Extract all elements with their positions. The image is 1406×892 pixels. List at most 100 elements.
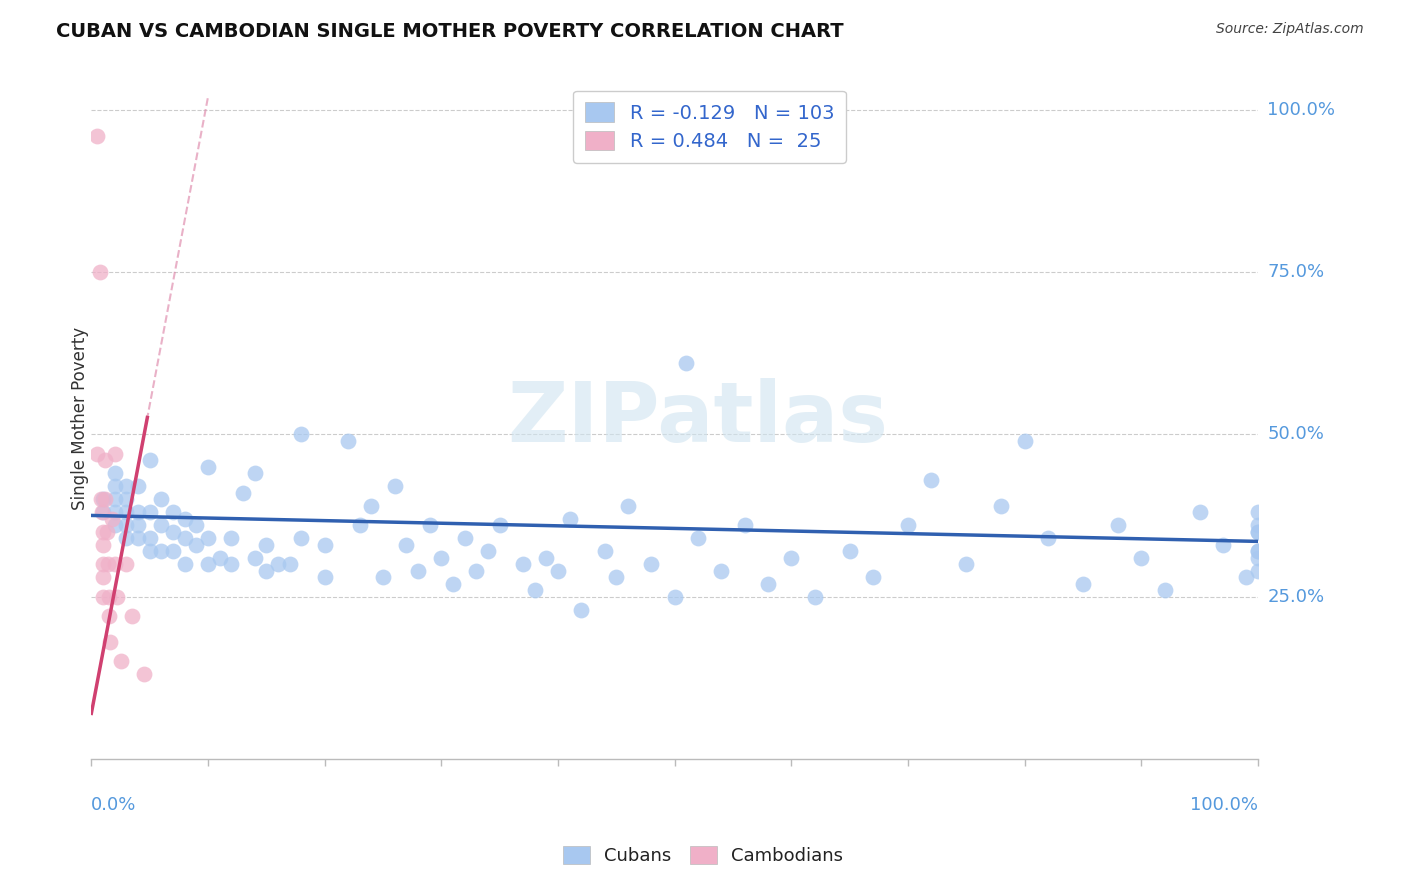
Point bbox=[1247, 544, 1270, 558]
Point bbox=[406, 564, 429, 578]
Point bbox=[803, 590, 825, 604]
Point bbox=[686, 531, 709, 545]
Point bbox=[105, 590, 128, 604]
Point bbox=[290, 531, 312, 545]
Point bbox=[115, 505, 138, 519]
Point bbox=[97, 590, 120, 604]
Point bbox=[254, 538, 277, 552]
Point bbox=[780, 550, 803, 565]
Point bbox=[94, 492, 117, 507]
Point bbox=[756, 576, 779, 591]
Point bbox=[197, 531, 219, 545]
Point bbox=[101, 511, 124, 525]
Point bbox=[1247, 550, 1270, 565]
Point bbox=[104, 492, 127, 507]
Point bbox=[1130, 550, 1153, 565]
Point bbox=[150, 544, 173, 558]
Point bbox=[150, 518, 173, 533]
Point bbox=[290, 427, 312, 442]
Point bbox=[127, 479, 149, 493]
Point bbox=[488, 518, 510, 533]
Point bbox=[104, 505, 127, 519]
Point bbox=[897, 518, 920, 533]
Point bbox=[278, 557, 301, 571]
Point bbox=[90, 505, 112, 519]
Point bbox=[1234, 570, 1257, 584]
Point bbox=[1071, 576, 1094, 591]
Point bbox=[127, 531, 149, 545]
Point bbox=[734, 518, 756, 533]
Text: 25.0%: 25.0% bbox=[1267, 588, 1324, 606]
Point bbox=[314, 538, 336, 552]
Point bbox=[97, 557, 120, 571]
Point bbox=[243, 550, 266, 565]
Point bbox=[1212, 538, 1234, 552]
Point bbox=[115, 557, 138, 571]
Point bbox=[371, 570, 394, 584]
Point bbox=[419, 518, 441, 533]
Point bbox=[138, 531, 160, 545]
Point bbox=[593, 544, 616, 558]
Point bbox=[838, 544, 860, 558]
Point bbox=[267, 557, 290, 571]
Point bbox=[454, 531, 477, 545]
Point bbox=[465, 564, 488, 578]
Point bbox=[384, 479, 406, 493]
Point bbox=[132, 667, 155, 681]
Legend: R = -0.129   N = 103, R = 0.484   N =  25: R = -0.129 N = 103, R = 0.484 N = 25 bbox=[574, 91, 846, 162]
Point bbox=[91, 505, 114, 519]
Point bbox=[617, 499, 640, 513]
Text: 75.0%: 75.0% bbox=[1267, 263, 1324, 281]
Point bbox=[512, 557, 534, 571]
Point bbox=[1107, 518, 1129, 533]
Text: 0.0%: 0.0% bbox=[91, 797, 136, 814]
Point bbox=[186, 538, 208, 552]
Point bbox=[127, 518, 149, 533]
Point bbox=[1247, 544, 1270, 558]
Point bbox=[86, 128, 108, 143]
Point bbox=[138, 505, 160, 519]
Point bbox=[162, 505, 184, 519]
Point bbox=[90, 492, 112, 507]
Point bbox=[569, 602, 592, 616]
Point bbox=[547, 564, 569, 578]
Point bbox=[955, 557, 977, 571]
Point bbox=[115, 531, 138, 545]
Point bbox=[97, 609, 120, 624]
Point bbox=[558, 511, 581, 525]
Point bbox=[221, 531, 243, 545]
Point bbox=[360, 499, 382, 513]
Point bbox=[186, 518, 208, 533]
Point bbox=[138, 544, 160, 558]
Point bbox=[232, 485, 254, 500]
Text: ZIPatlas: ZIPatlas bbox=[508, 377, 889, 458]
Point bbox=[536, 550, 558, 565]
Point bbox=[221, 557, 243, 571]
Point bbox=[1036, 531, 1059, 545]
Point bbox=[1014, 434, 1036, 448]
Point bbox=[710, 564, 733, 578]
Point bbox=[990, 499, 1012, 513]
Point bbox=[337, 434, 360, 448]
Point bbox=[523, 583, 546, 598]
Text: 100.0%: 100.0% bbox=[1189, 797, 1258, 814]
Point bbox=[441, 576, 464, 591]
Point bbox=[605, 570, 627, 584]
Text: 100.0%: 100.0% bbox=[1267, 101, 1336, 119]
Point bbox=[197, 557, 219, 571]
Point bbox=[91, 524, 114, 539]
Point bbox=[862, 570, 884, 584]
Point bbox=[98, 635, 121, 649]
Point bbox=[1247, 518, 1270, 533]
Point bbox=[477, 544, 499, 558]
Point bbox=[115, 479, 138, 493]
Point bbox=[349, 518, 371, 533]
Point bbox=[91, 492, 114, 507]
Point bbox=[104, 518, 127, 533]
Point bbox=[96, 524, 118, 539]
Point bbox=[115, 518, 138, 533]
Point bbox=[254, 564, 277, 578]
Point bbox=[173, 511, 195, 525]
Point bbox=[104, 467, 127, 481]
Point bbox=[115, 492, 138, 507]
